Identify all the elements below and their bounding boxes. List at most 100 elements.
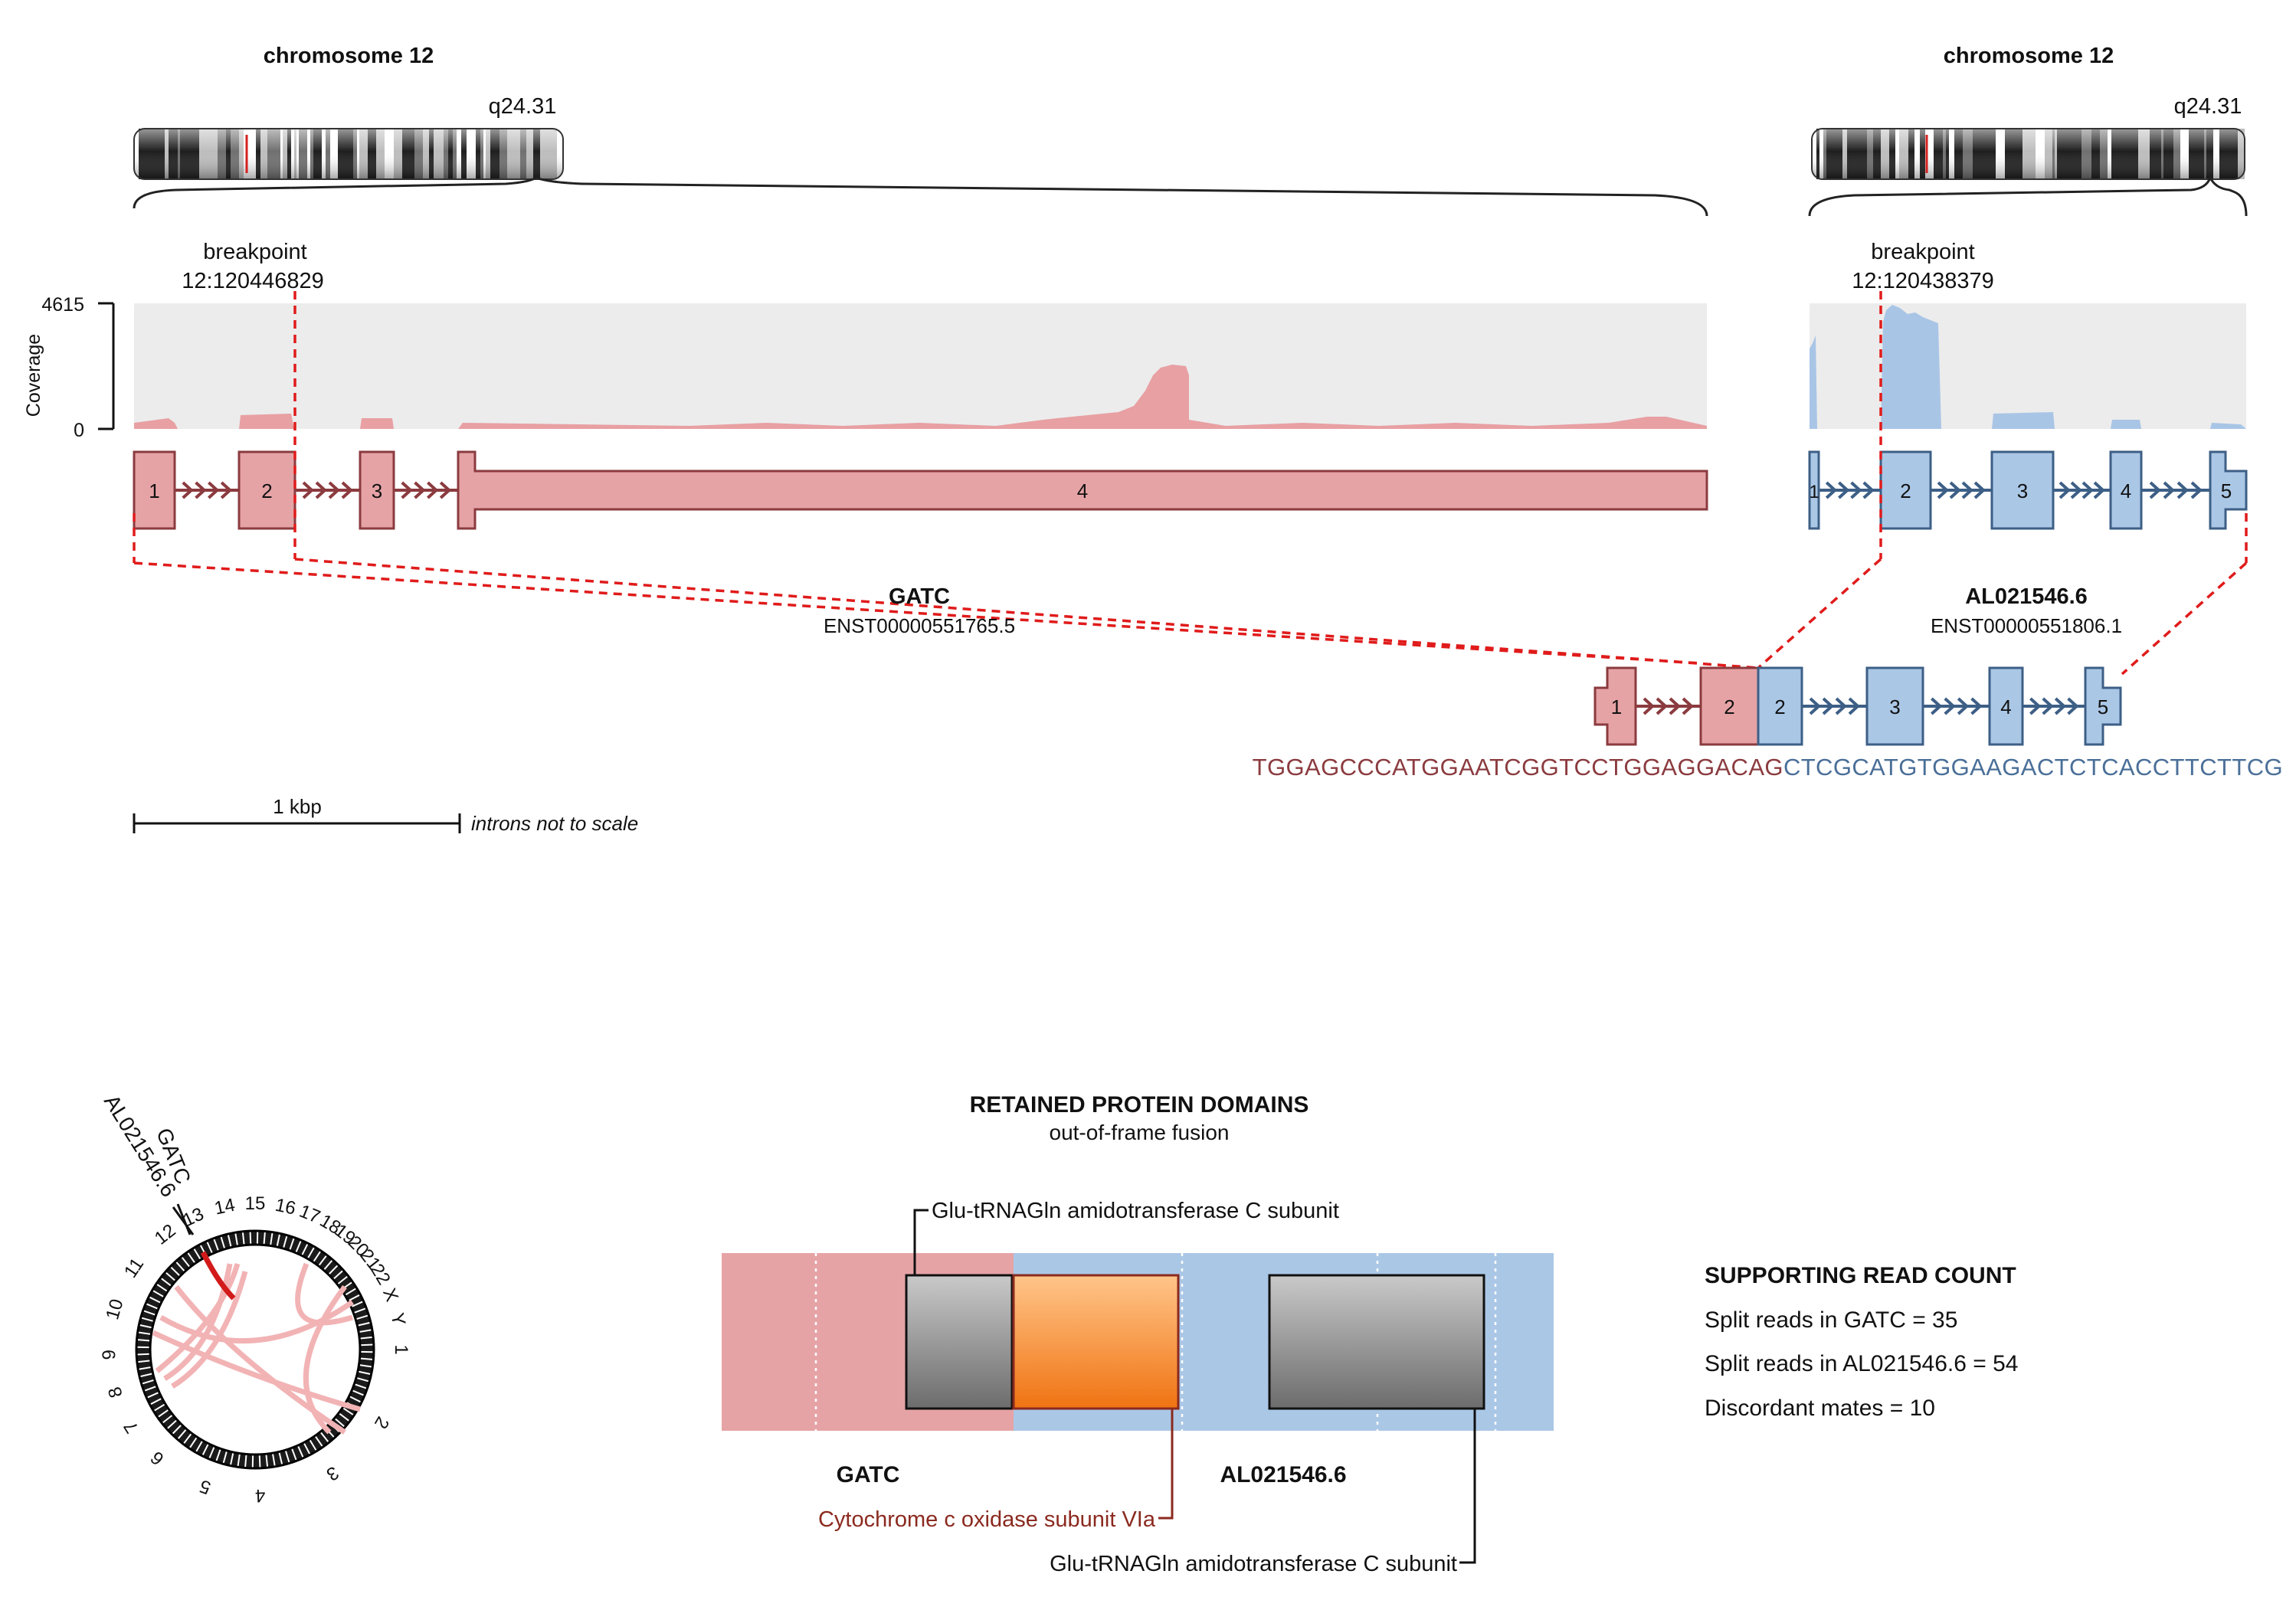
- read-count-title: SUPPORTING READ COUNT: [1705, 1263, 2016, 1288]
- intron-arrow: [1957, 697, 1970, 715]
- intron-arrow: [2067, 697, 2079, 715]
- al-exon-4-number: 4: [2121, 479, 2131, 502]
- left-band-label: q24.31: [489, 94, 557, 119]
- intron-arrow: [302, 481, 314, 499]
- left-transcript-id: ENST00000551765.5: [824, 614, 1015, 637]
- intron-arrow: [182, 481, 194, 499]
- coverage-max-label: 4615: [41, 294, 84, 316]
- introns-not-to-scale-note: introns not to scale: [471, 812, 638, 835]
- intron-arrow: [341, 481, 353, 499]
- circos-link: [303, 1284, 347, 1435]
- fusion-exon-al-5: [2084, 666, 2122, 746]
- intron-arrow: [315, 481, 327, 499]
- left-zoom-bracket: [133, 176, 1708, 217]
- left-chromosome-title: chromosome 12: [264, 44, 434, 68]
- fusion-sequence-right: CTCGCATGTGGAAGACTCTCACCTTCTTCG: [1783, 754, 2283, 780]
- intron-arrow: [2093, 481, 2105, 499]
- fusion-exon-al-2-number: 2: [1774, 695, 1785, 718]
- circos-chromosome-label: 15: [245, 1193, 266, 1214]
- intron-arrow: [1822, 697, 1834, 715]
- al-exon-2-number: 2: [1900, 479, 1911, 502]
- circos-chromosome-label: 14: [213, 1195, 237, 1219]
- fusion-exon-al-2: [1757, 666, 1803, 746]
- intron-arrow: [2042, 697, 2054, 715]
- intron-arrow: [1835, 697, 1847, 715]
- intron-arrow: [1669, 697, 1681, 715]
- read-count-line-1: Split reads in GATC = 35: [1705, 1307, 1957, 1333]
- intron-arrow: [2149, 481, 2161, 499]
- intron-arrow: [2176, 481, 2189, 499]
- fusion-exon-gatc-1: [1593, 666, 1637, 746]
- fusion-exon-al-5-number: 5: [2098, 695, 2108, 718]
- intron-arrow: [208, 481, 220, 499]
- al-exon-1-number: 1: [1809, 482, 1819, 502]
- scale-bar: [133, 813, 461, 833]
- glu-trna-domain-al021546: [1268, 1274, 1485, 1410]
- circos-chromosome-label: 12: [151, 1220, 180, 1249]
- intron-arrow: [1970, 697, 1983, 715]
- circos-link: [152, 1330, 361, 1412]
- domain-label-top: Glu-tRNAGln amidotransferase C subunit: [932, 1199, 1339, 1223]
- gatc-exon-4: [457, 450, 1708, 530]
- right-coverage-track: [1810, 305, 2246, 429]
- circos-link: [155, 1263, 241, 1373]
- fusion-exon-gatc-2-number: 2: [1724, 695, 1734, 718]
- gatc-exon-2-number: 2: [261, 479, 272, 502]
- intron-arrow: [1682, 697, 1694, 715]
- right-chromosome-ideogram: [1811, 128, 2245, 180]
- intron-arrow: [2054, 697, 2067, 715]
- intron-arrow: [220, 481, 233, 499]
- circos-fusion-link: [200, 1251, 236, 1301]
- right-breakpoint-label: breakpoint: [1871, 240, 1974, 264]
- coverage-axis: [98, 302, 115, 430]
- intron-arrow: [1838, 481, 1850, 499]
- scale-bar-label: 1 kbp: [273, 795, 322, 818]
- right-zoom-bracket: [1808, 175, 2248, 217]
- circos-chromosome-label: 2: [370, 1413, 393, 1432]
- circos-chromosome-label: Y: [386, 1311, 409, 1327]
- intron-arrow: [414, 481, 426, 499]
- al-exon-1: [1808, 450, 1820, 530]
- al-exon-4: [2109, 450, 2143, 530]
- read-count-line-2: Split reads in AL021546.6 = 54: [1705, 1351, 2018, 1376]
- gatc-exon-1-number: 1: [149, 479, 159, 502]
- intron-arrow: [2081, 481, 2094, 499]
- circos-chromosome-label: 7: [120, 1417, 142, 1437]
- al-exon-5: [2209, 450, 2248, 530]
- circos-chromosome-label: 9: [99, 1350, 120, 1360]
- circos-link: [163, 1263, 233, 1381]
- intron-arrow: [328, 481, 340, 499]
- left-coverage-track: [134, 365, 1707, 429]
- al-exon-5-number: 5: [2221, 479, 2232, 502]
- fusion-exon-al-3: [1865, 666, 1924, 746]
- coverage-min-label: 0: [74, 420, 84, 441]
- domains-title: RETAINED PROTEIN DOMAINS: [970, 1092, 1309, 1118]
- intron-arrow: [1809, 697, 1821, 715]
- gatc-exon-4-number: 4: [1077, 479, 1088, 502]
- intron-arrow: [2163, 481, 2175, 499]
- circos-chromosome-label: 16: [273, 1195, 298, 1219]
- right-band-label: q24.31: [2174, 94, 2242, 119]
- right-chromosome-title: chromosome 12: [1944, 44, 2114, 68]
- left-breakpoint-position: 12:120446829: [182, 269, 323, 293]
- domains-subtitle: out-of-frame fusion: [1050, 1121, 1230, 1144]
- intron-arrow: [1937, 481, 1949, 499]
- left-chromosome-ideogram: [133, 128, 564, 180]
- circos-link: [171, 1271, 248, 1389]
- intron-arrow: [2190, 481, 2203, 499]
- fusion-transcript-model: 1 2 2 3 4 5: [1593, 666, 2122, 746]
- intron-arrow: [2070, 481, 2082, 499]
- circos-chromosome-label: X: [378, 1285, 402, 1304]
- fusion-junction-sequence: TGGAGCCCATGGAATCGGTCCTGGAGGACAGCTCGCATGT…: [1253, 754, 2283, 780]
- fusion-exon-al-3-number: 3: [1889, 695, 1900, 718]
- cytochrome-oxidase-domain: [1012, 1274, 1180, 1410]
- circos-chromosome-label: 10: [102, 1297, 127, 1322]
- intron-arrow: [439, 481, 452, 499]
- intron-arrow: [2059, 481, 2071, 499]
- intron-arrow: [1850, 481, 1862, 499]
- left-gene-model: 1 2 3 4: [133, 450, 1708, 530]
- domain-gene-left: GATC: [837, 1462, 900, 1487]
- breakpoint-connectors: [133, 291, 2248, 676]
